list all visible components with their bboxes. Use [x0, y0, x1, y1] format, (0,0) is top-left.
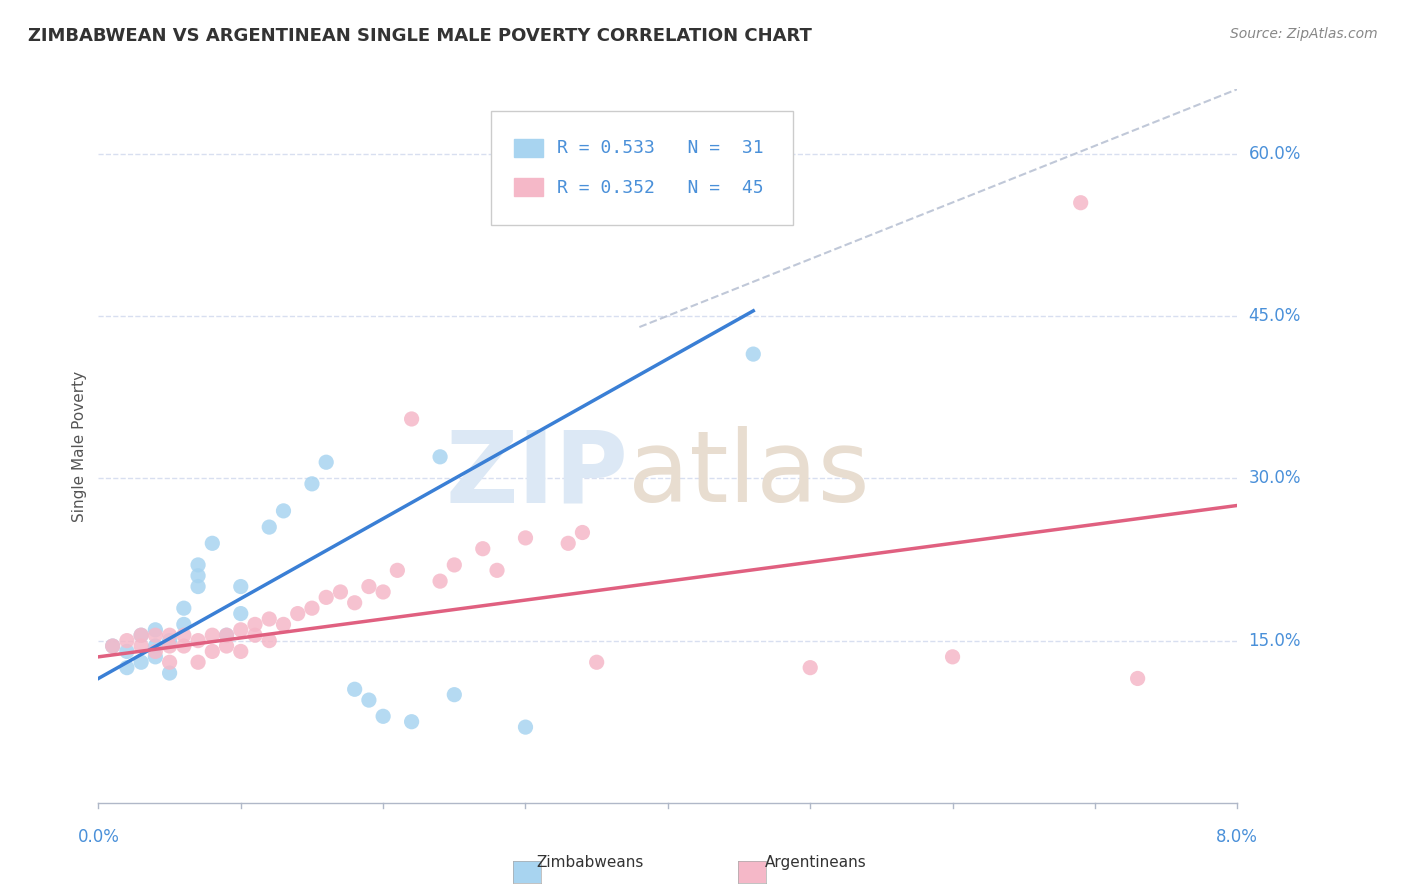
Text: 60.0%: 60.0%	[1249, 145, 1301, 163]
Point	[173, 601, 195, 615]
Point	[145, 623, 167, 637]
Point	[159, 666, 181, 681]
Point	[159, 628, 181, 642]
Point	[315, 455, 337, 469]
Point	[115, 660, 138, 674]
Point	[187, 580, 209, 594]
Text: 15.0%: 15.0%	[1249, 632, 1301, 649]
Text: atlas: atlas	[628, 426, 870, 523]
Point	[1070, 195, 1092, 210]
Point	[357, 580, 380, 594]
Point	[515, 720, 537, 734]
Point	[187, 568, 209, 582]
Point	[387, 563, 409, 577]
Point	[115, 633, 138, 648]
Point	[215, 628, 238, 642]
Point	[229, 607, 252, 621]
Point	[315, 591, 337, 605]
Point	[742, 347, 765, 361]
Point	[401, 714, 423, 729]
Point	[201, 644, 224, 658]
Point	[429, 450, 451, 464]
Point	[343, 596, 366, 610]
Point	[571, 525, 593, 540]
Point	[301, 476, 323, 491]
Point	[273, 617, 295, 632]
Point	[187, 655, 209, 669]
Point	[159, 633, 181, 648]
Point	[145, 649, 167, 664]
Point	[287, 607, 309, 621]
Point	[443, 688, 465, 702]
Bar	[515, 139, 543, 157]
Point	[357, 693, 380, 707]
Point	[301, 601, 323, 615]
Point	[201, 628, 224, 642]
Bar	[515, 178, 543, 196]
Point	[471, 541, 494, 556]
Point	[259, 520, 281, 534]
Point	[1126, 672, 1149, 686]
Point	[187, 633, 209, 648]
Point	[101, 639, 124, 653]
Point	[259, 633, 281, 648]
Point	[129, 628, 152, 642]
Point	[129, 628, 152, 642]
Point	[173, 628, 195, 642]
Point	[101, 639, 124, 653]
Point	[243, 617, 266, 632]
Text: R = 0.533   N =  31: R = 0.533 N = 31	[557, 139, 763, 157]
Point	[443, 558, 465, 572]
Point	[557, 536, 579, 550]
Text: 30.0%: 30.0%	[1249, 469, 1301, 487]
Point	[173, 639, 195, 653]
Point	[187, 558, 209, 572]
Point	[371, 709, 394, 723]
Point	[343, 682, 366, 697]
Point	[515, 531, 537, 545]
Point	[215, 628, 238, 642]
Point	[942, 649, 965, 664]
Point	[159, 639, 181, 653]
Point	[145, 639, 167, 653]
Point	[371, 585, 394, 599]
Point	[799, 660, 821, 674]
Text: Source: ZipAtlas.com: Source: ZipAtlas.com	[1230, 27, 1378, 41]
Point	[429, 574, 451, 589]
Text: ZIMBABWEAN VS ARGENTINEAN SINGLE MALE POVERTY CORRELATION CHART: ZIMBABWEAN VS ARGENTINEAN SINGLE MALE PO…	[28, 27, 813, 45]
Point	[259, 612, 281, 626]
Point	[115, 644, 138, 658]
Text: 0.0%: 0.0%	[77, 828, 120, 846]
Text: R = 0.352   N =  45: R = 0.352 N = 45	[557, 178, 763, 196]
Text: 8.0%: 8.0%	[1216, 828, 1258, 846]
Text: Zimbabweans: Zimbabweans	[537, 855, 644, 870]
Point	[215, 639, 238, 653]
Point	[486, 563, 509, 577]
Text: Argentineans: Argentineans	[765, 855, 866, 870]
Point	[229, 644, 252, 658]
Point	[273, 504, 295, 518]
Text: 45.0%: 45.0%	[1249, 307, 1301, 326]
Point	[229, 580, 252, 594]
Point	[243, 628, 266, 642]
Point	[329, 585, 352, 599]
Point	[173, 617, 195, 632]
Point	[145, 628, 167, 642]
Point	[145, 644, 167, 658]
Point	[229, 623, 252, 637]
Text: ZIP: ZIP	[446, 426, 628, 523]
Point	[159, 655, 181, 669]
Point	[201, 536, 224, 550]
Y-axis label: Single Male Poverty: Single Male Poverty	[72, 370, 87, 522]
FancyBboxPatch shape	[491, 111, 793, 225]
Point	[585, 655, 607, 669]
Point	[129, 639, 152, 653]
Point	[401, 412, 423, 426]
Point	[129, 655, 152, 669]
